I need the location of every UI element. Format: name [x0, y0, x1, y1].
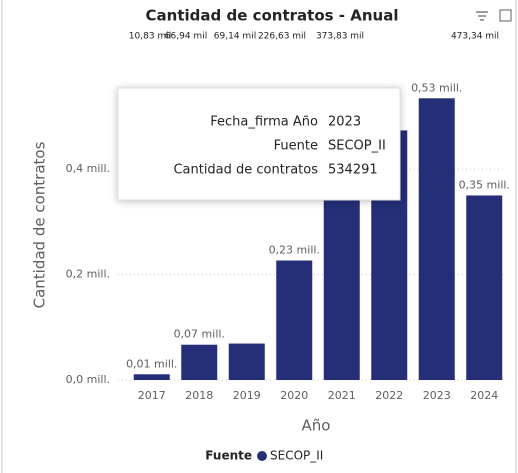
x-tick-label: 2023: [423, 389, 451, 402]
legend-marker: [257, 451, 267, 461]
x-tick-label: 2020: [280, 389, 308, 402]
x-tick-label: 2022: [375, 389, 403, 402]
annotation: 69,14 mil: [214, 32, 256, 42]
annotation: 373,83 mil: [316, 32, 364, 42]
x-tick-label: 2018: [185, 389, 213, 402]
tooltip-value: 534291: [328, 163, 378, 178]
focus-icon[interactable]: [499, 9, 512, 22]
annotation: 473,34 mil: [451, 32, 499, 42]
bar: [466, 195, 503, 380]
annotation: 66,94 mil: [165, 32, 207, 42]
x-tick-label: 2017: [138, 389, 166, 402]
tooltip-label: Fecha_firma Año: [210, 115, 318, 130]
legend-title: Fuente: [205, 449, 252, 463]
bar: [418, 98, 455, 380]
tooltip-value: SECOP_II: [328, 139, 386, 154]
value-label: 0,35 mill.: [459, 178, 510, 191]
value-label: 0,23 mill.: [269, 244, 320, 257]
x-tick-label: 2024: [470, 389, 498, 402]
tooltip: Fecha_firma Año 2023 Fuente SECOP_II Cantida…: [117, 87, 401, 201]
legend: Fuente SECOP_II: [205, 449, 323, 463]
y-tick-label: 0,0 mill.: [66, 373, 110, 386]
value-label: 0,01 mill.: [126, 357, 177, 370]
bar: [181, 344, 218, 380]
bar: [133, 374, 170, 380]
x-axis-label: Año: [302, 417, 331, 435]
x-tick-label: 2021: [328, 389, 356, 402]
bar: [323, 182, 360, 380]
tooltip-label: Cantidad de contratos: [173, 163, 318, 178]
value-label: 0,53 mill.: [411, 81, 462, 94]
annotation: 10,83 mil: [129, 32, 171, 42]
tooltip-label: Fuente: [274, 139, 318, 154]
bar: [228, 343, 265, 380]
bar: [276, 260, 313, 380]
legend-label: SECOP_II: [270, 449, 323, 463]
chart-title: Cantidad de contratos - Anual: [146, 7, 399, 25]
tooltip-value: 2023: [328, 115, 361, 130]
x-tick-label: 2019: [233, 389, 261, 402]
y-tick-label: 0,4 mill.: [66, 162, 110, 175]
tooltip-box: [117, 87, 401, 201]
annotation: 226,63 mil: [258, 32, 306, 42]
y-tick-label: 0,2 mill.: [66, 268, 110, 281]
filter-icon[interactable]: [476, 11, 488, 21]
y-axis-label: Cantidad de contratos: [31, 141, 49, 308]
value-label: 0,07 mill.: [174, 328, 225, 341]
